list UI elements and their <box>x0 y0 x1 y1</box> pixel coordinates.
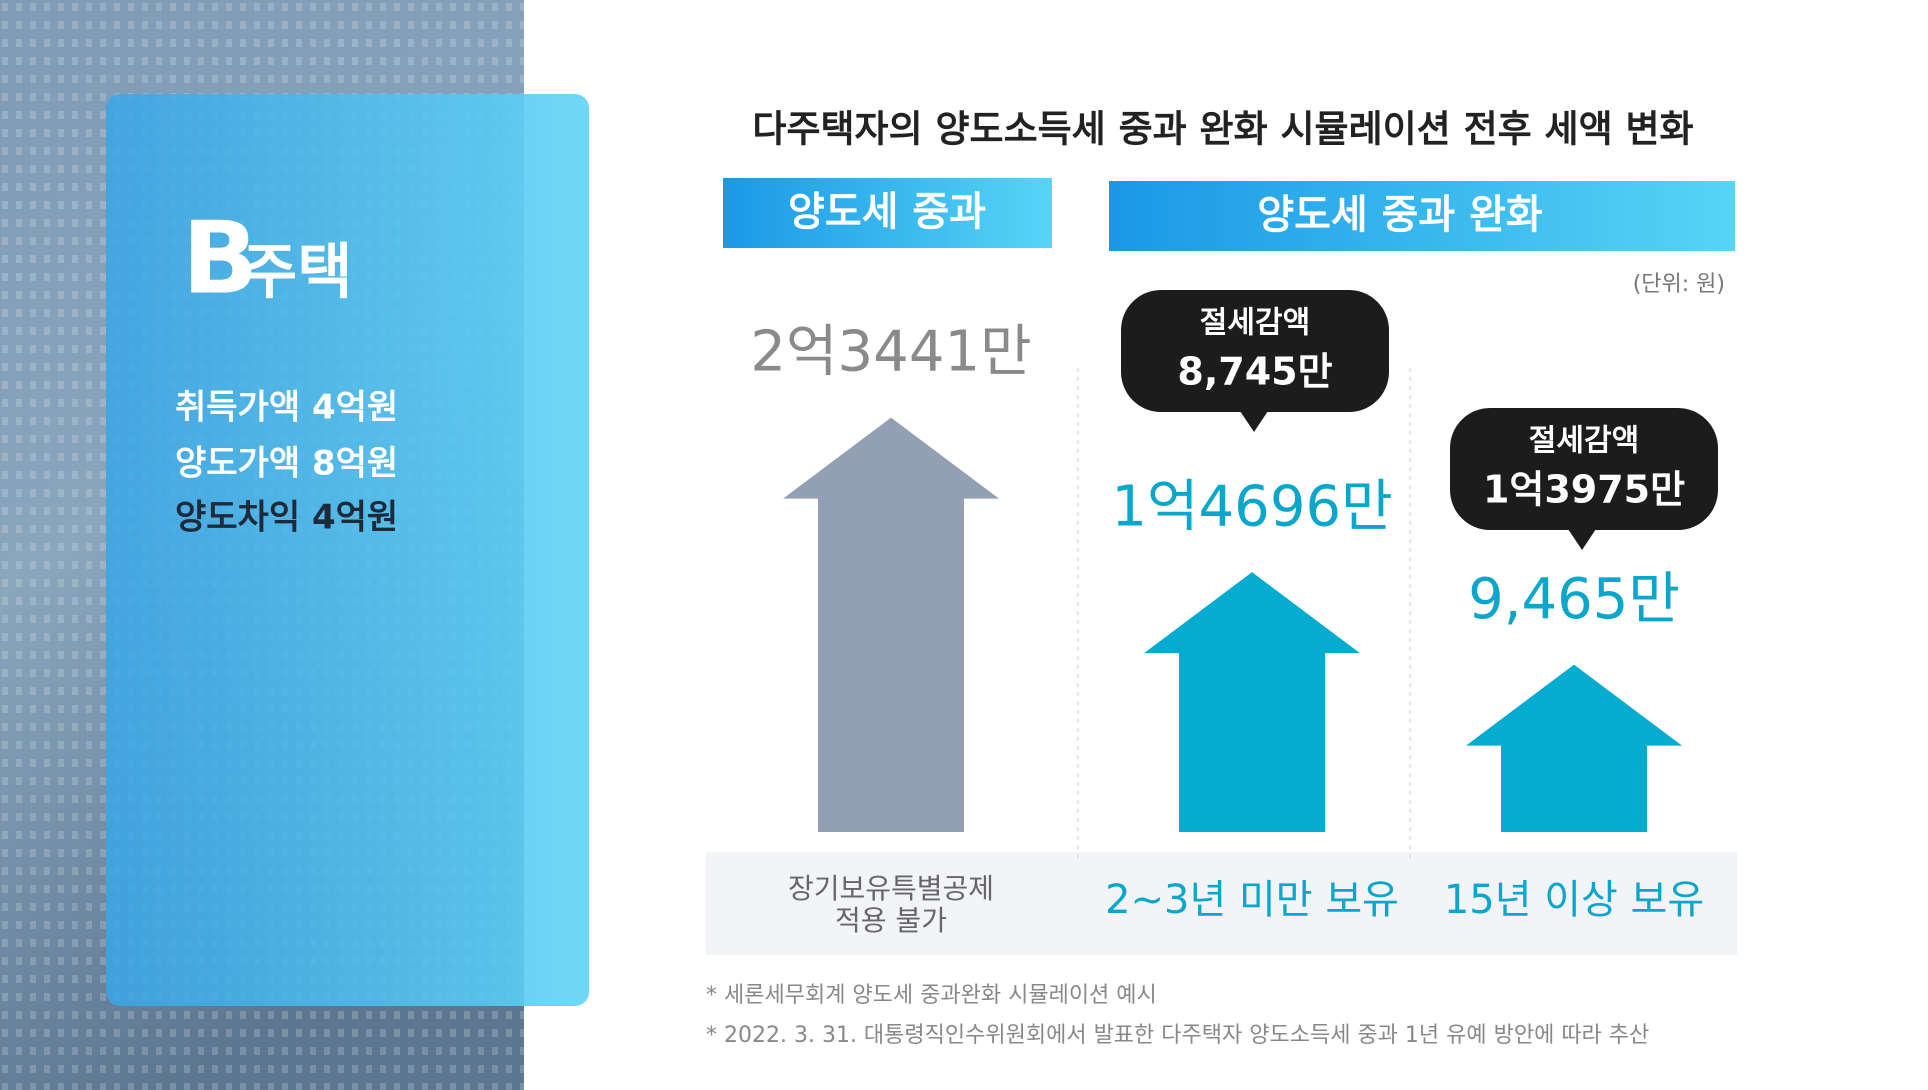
group-header-label: 양도세 중과 완화 <box>1257 192 1543 238</box>
house-letter: B <box>182 199 258 316</box>
group-header <box>723 178 1052 248</box>
category-band <box>706 852 1737 955</box>
category-label: 장기보유특별공제 적용 불가 <box>788 872 994 937</box>
house-suffix: 주택 <box>242 238 352 308</box>
info-line: 양도가액 8억원 <box>175 444 398 484</box>
arrow <box>1144 572 1360 832</box>
callout-title: 절세감액 <box>1200 306 1310 341</box>
callout <box>1450 408 1718 530</box>
callout-pointer <box>1568 529 1596 550</box>
value-label: 2억3441만 <box>750 320 1031 385</box>
value-label: 9,465만 <box>1468 567 1680 632</box>
category-label: 2~3년 미만 보유 <box>1105 877 1399 923</box>
arrow <box>783 417 999 832</box>
info-panel <box>106 94 589 1006</box>
callout-title: 절세감액 <box>1529 424 1639 459</box>
callout <box>1121 290 1389 412</box>
info-line: 양도차익 4억원 <box>175 498 398 538</box>
callout-pointer <box>1240 411 1268 432</box>
info-line: 취득가액 4억원 <box>175 388 398 428</box>
footnote: * 세론세무회계 양도세 중과완화 시뮬레이션 예시 <box>706 983 1157 1008</box>
callout-value: 8,745만 <box>1177 350 1332 394</box>
chart-title: 다주택자의 양도소득세 중과 완화 시뮬레이션 전후 세액 변화 <box>752 108 1693 151</box>
category-label: 15년 이상 보유 <box>1444 877 1704 923</box>
group-header <box>1109 181 1735 251</box>
unit-label: (단위: 원) <box>1633 272 1725 297</box>
value-label: 1억4696만 <box>1111 474 1392 539</box>
callout-value: 1억3975만 <box>1483 468 1685 512</box>
arrow <box>1466 664 1682 832</box>
footnote: * 2022. 3. 31. 대통령직인수위원회에서 발표한 다주택자 양도소득… <box>706 1023 1649 1048</box>
group-header-label: 양도세 중과 <box>788 189 986 235</box>
